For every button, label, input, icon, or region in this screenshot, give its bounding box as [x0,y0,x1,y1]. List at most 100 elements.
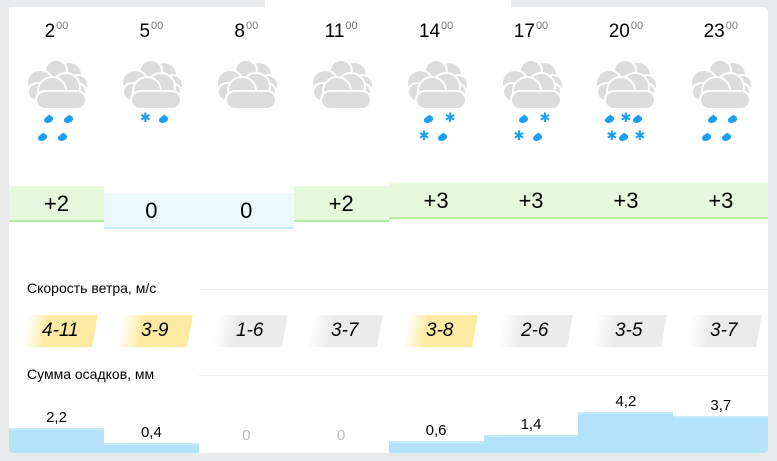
wind-speed-badge: 3-9 [117,315,193,347]
raindrop-icon [700,131,714,145]
wind-speed-value: 3-7 [710,320,739,341]
precipitation-symbols [9,111,104,145]
minutes: 00 [630,20,644,32]
minutes: 00 [56,20,69,32]
precipitation-bar [103,442,199,453]
cloud-sleet-icon [591,59,659,111]
precipitation-value: 1,4 [520,415,542,433]
snowflake-icon: ✱ [634,128,646,143]
hour-label: 1100 [294,20,389,43]
hour: 17 [513,21,535,42]
precipitation-bar [578,412,674,453]
raindrop-icon [156,113,170,127]
snowflake-icon: ✱ [444,110,456,125]
raindrop-icon [36,131,49,145]
wind-speed-badge: 4-11 [22,315,98,347]
cloud-icon [307,59,375,111]
hour-label: 1400 [389,20,484,43]
raindrop-icon [56,131,69,145]
hour-label: 200 [9,20,104,43]
wind-speed-badge: 3-8 [401,315,478,347]
precipitation-value: 0 [337,427,346,444]
precipitation-symbols [294,111,389,145]
raindrop-icon [530,131,544,145]
precipitation-value: 3,7 [710,397,732,415]
divider [199,375,768,376]
temperature-cell: +2 [293,186,389,222]
forecast-column: 2000 ✱ ✱ ✱ +3 3-5 4,2 [578,7,674,453]
forecast-column: 1700 ✱ ✱ +3 2-6 1,4 [483,7,579,453]
snowflake-icon: ✱ [539,110,551,125]
wind-speed-badge: 3-7 [686,315,763,347]
forecast-column: 200 +2 4-11 2,2 [9,7,104,453]
wind-speed-value: 3-5 [615,320,644,341]
minutes: 00 [441,20,454,32]
precipitation-symbols: ✱ ✱ [389,111,484,145]
precipitation-label: Сумма осадков, мм [27,366,163,382]
precipitation-bar [483,434,579,453]
temperature-cell: 0 [198,193,294,229]
hour: 2 [44,21,56,42]
temperature-cell: +3 [388,182,484,219]
precipitation-value: 0 [242,427,251,444]
hour: 5 [139,21,151,42]
hour: 23 [703,21,725,42]
raindrop-icon [603,113,617,127]
raindrop-icon [726,113,740,127]
cloud-sleet-icon [402,59,470,111]
wind-speed-value: 3-8 [425,320,454,341]
cloud-sleet-icon [117,59,185,111]
minutes: 00 [535,20,549,32]
raindrop-icon [706,113,720,127]
minutes: 00 [725,20,738,32]
forecast-column: 1400 ✱ ✱ +3 3-8 0,6 [388,7,484,453]
minutes: 00 [151,20,164,32]
raindrop-icon [631,113,645,127]
cloud-sleet-icon [497,59,565,111]
hour: 14 [418,21,441,42]
hour-label: 2300 [673,20,768,43]
snowflake-icon: ✱ [139,110,151,125]
raindrop-icon [720,131,734,145]
precipitation-value: 2,2 [46,409,67,427]
raindrop-icon [421,113,435,127]
raindrop-icon [516,113,530,127]
wind-speed-value: 2-6 [520,320,549,341]
raindrop-icon [435,131,449,145]
snowflake-icon: ✱ [606,128,618,143]
cloud-icon [212,59,280,111]
selected-tab-edge [265,0,511,8]
precipitation-symbols [673,111,768,145]
snowflake-icon: ✱ [620,110,632,125]
cloud-rain-icon [686,59,754,111]
wind-speed-badge: 2-6 [496,315,573,347]
forecast-column: 1100 +2 3-7 0 [293,7,389,453]
temperature-cell: +3 [578,182,674,219]
forecast-column: 800 0 1-6 0 [198,7,294,453]
precipitation-symbols [199,111,294,145]
divider [199,289,768,290]
minutes: 00 [345,20,358,32]
hour-label: 800 [199,20,294,43]
wind-speed-value: 3-7 [330,320,359,341]
snowflake-icon: ✱ [513,128,525,143]
temperature-cell: +2 [9,186,104,222]
temperature-cell: +3 [483,182,579,219]
wind-speed-value: 3-9 [141,320,169,341]
precipitation-value: 4,2 [615,393,637,411]
wind-speed-value: 4-11 [41,320,79,341]
forecast-column: 2300 +3 3-7 3,7 [673,7,768,453]
minutes: 00 [245,20,259,32]
precipitation-symbols: ✱ ✱ ✱ [578,111,673,145]
precipitation-value: 0,4 [140,423,162,441]
hourly-forecast-card: Скорость ветра, м/с Сумма осадков, мм 20… [9,7,768,453]
wind-speed-label: Скорость ветра, м/с [27,280,165,296]
hour: 20 [608,21,630,42]
raindrop-icon [62,113,75,127]
raindrop-icon [617,131,631,145]
hour: 11 [324,21,345,42]
precipitation-symbols: ✱ ✱ [484,111,579,145]
wind-speed-badge: 1-6 [211,315,288,347]
precipitation-bar [388,441,484,453]
raindrop-icon [42,113,55,127]
